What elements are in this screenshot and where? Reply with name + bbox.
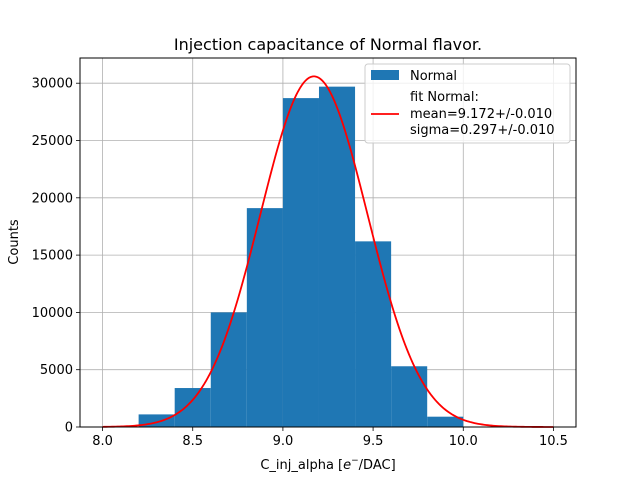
x-tick-label: 8.5 — [182, 434, 203, 449]
x-tick-label: 9.0 — [273, 434, 294, 449]
y-axis-label: Counts — [7, 219, 22, 265]
fit-layer — [102, 75, 554, 428]
legend-swatch-normal — [371, 70, 399, 80]
bars-layer — [138, 86, 464, 427]
y-tick-label: 30000 — [32, 77, 73, 92]
y-tick-label: 10000 — [32, 306, 73, 321]
x-tick-label: 10.0 — [449, 434, 478, 449]
histogram-bar — [246, 208, 283, 427]
y-tick-label: 0 — [65, 421, 73, 436]
x-axis-label-suffix: /DAC] — [359, 458, 396, 473]
chart-title: Injection capacitance of Normal flavor. — [174, 35, 482, 54]
y-tick-label: 25000 — [32, 134, 73, 149]
legend-box — [364, 63, 571, 144]
x-axis: 8.0 8.5 9.0 9.5 10.0 10.5 — [92, 427, 568, 449]
y-tick-label: 15000 — [32, 249, 73, 264]
x-tick-label: 10.5 — [539, 434, 568, 449]
y-axis: 0 5000 10000 15000 20000 25000 30000 — [32, 77, 80, 436]
fit-curve — [102, 75, 554, 428]
histogram-bar — [318, 86, 356, 427]
x-tick-label: 8.0 — [92, 434, 113, 449]
y-tick-label: 20000 — [32, 191, 73, 206]
histogram-bar — [174, 388, 211, 427]
x-axis-label-symbol: e — [343, 458, 351, 473]
y-tick-label: 5000 — [40, 363, 73, 378]
legend-label-normal: Normal — [410, 69, 457, 84]
legend-label-sigma: sigma=0.297+/-0.010 — [410, 123, 555, 138]
legend-label-mean: mean=9.172+/-0.010 — [410, 107, 552, 122]
plot-frame — [79, 57, 577, 428]
histogram-bar — [391, 366, 428, 427]
x-tick-label: 9.5 — [363, 434, 384, 449]
histogram-bar — [282, 98, 319, 427]
x-axis-label: C_inj_alpha [e−/DAC] — [260, 456, 395, 473]
x-axis-label-prefix: C_inj_alpha [ — [260, 458, 343, 473]
histogram-bar — [355, 241, 392, 427]
legend-label-fit: fit Normal: — [410, 90, 479, 105]
histogram-bar — [210, 312, 247, 427]
histogram-bar — [427, 416, 464, 427]
legend: Normal fit Normal: mean=9.172+/-0.010 si… — [364, 63, 571, 144]
x-axis-label-superscript: − — [351, 456, 359, 466]
